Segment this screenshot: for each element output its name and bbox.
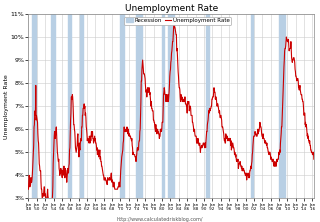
Text: http://www.calculatedriskblog.com/: http://www.calculatedriskblog.com/	[117, 217, 203, 222]
Y-axis label: Unemployment Rate: Unemployment Rate	[4, 74, 9, 139]
Bar	[136, 14, 142, 198]
Bar	[120, 14, 124, 198]
Title: Unemployment Rate: Unemployment Rate	[125, 4, 218, 13]
Bar	[168, 14, 174, 198]
Bar	[206, 14, 209, 198]
Legend: Recession, Unemployment Rate: Recession, Unemployment Rate	[124, 17, 231, 25]
Bar	[279, 14, 285, 198]
Bar	[32, 14, 36, 198]
Bar	[52, 14, 55, 198]
Bar	[162, 14, 164, 198]
Bar	[80, 14, 83, 198]
Bar	[251, 14, 253, 198]
Bar	[68, 14, 71, 198]
